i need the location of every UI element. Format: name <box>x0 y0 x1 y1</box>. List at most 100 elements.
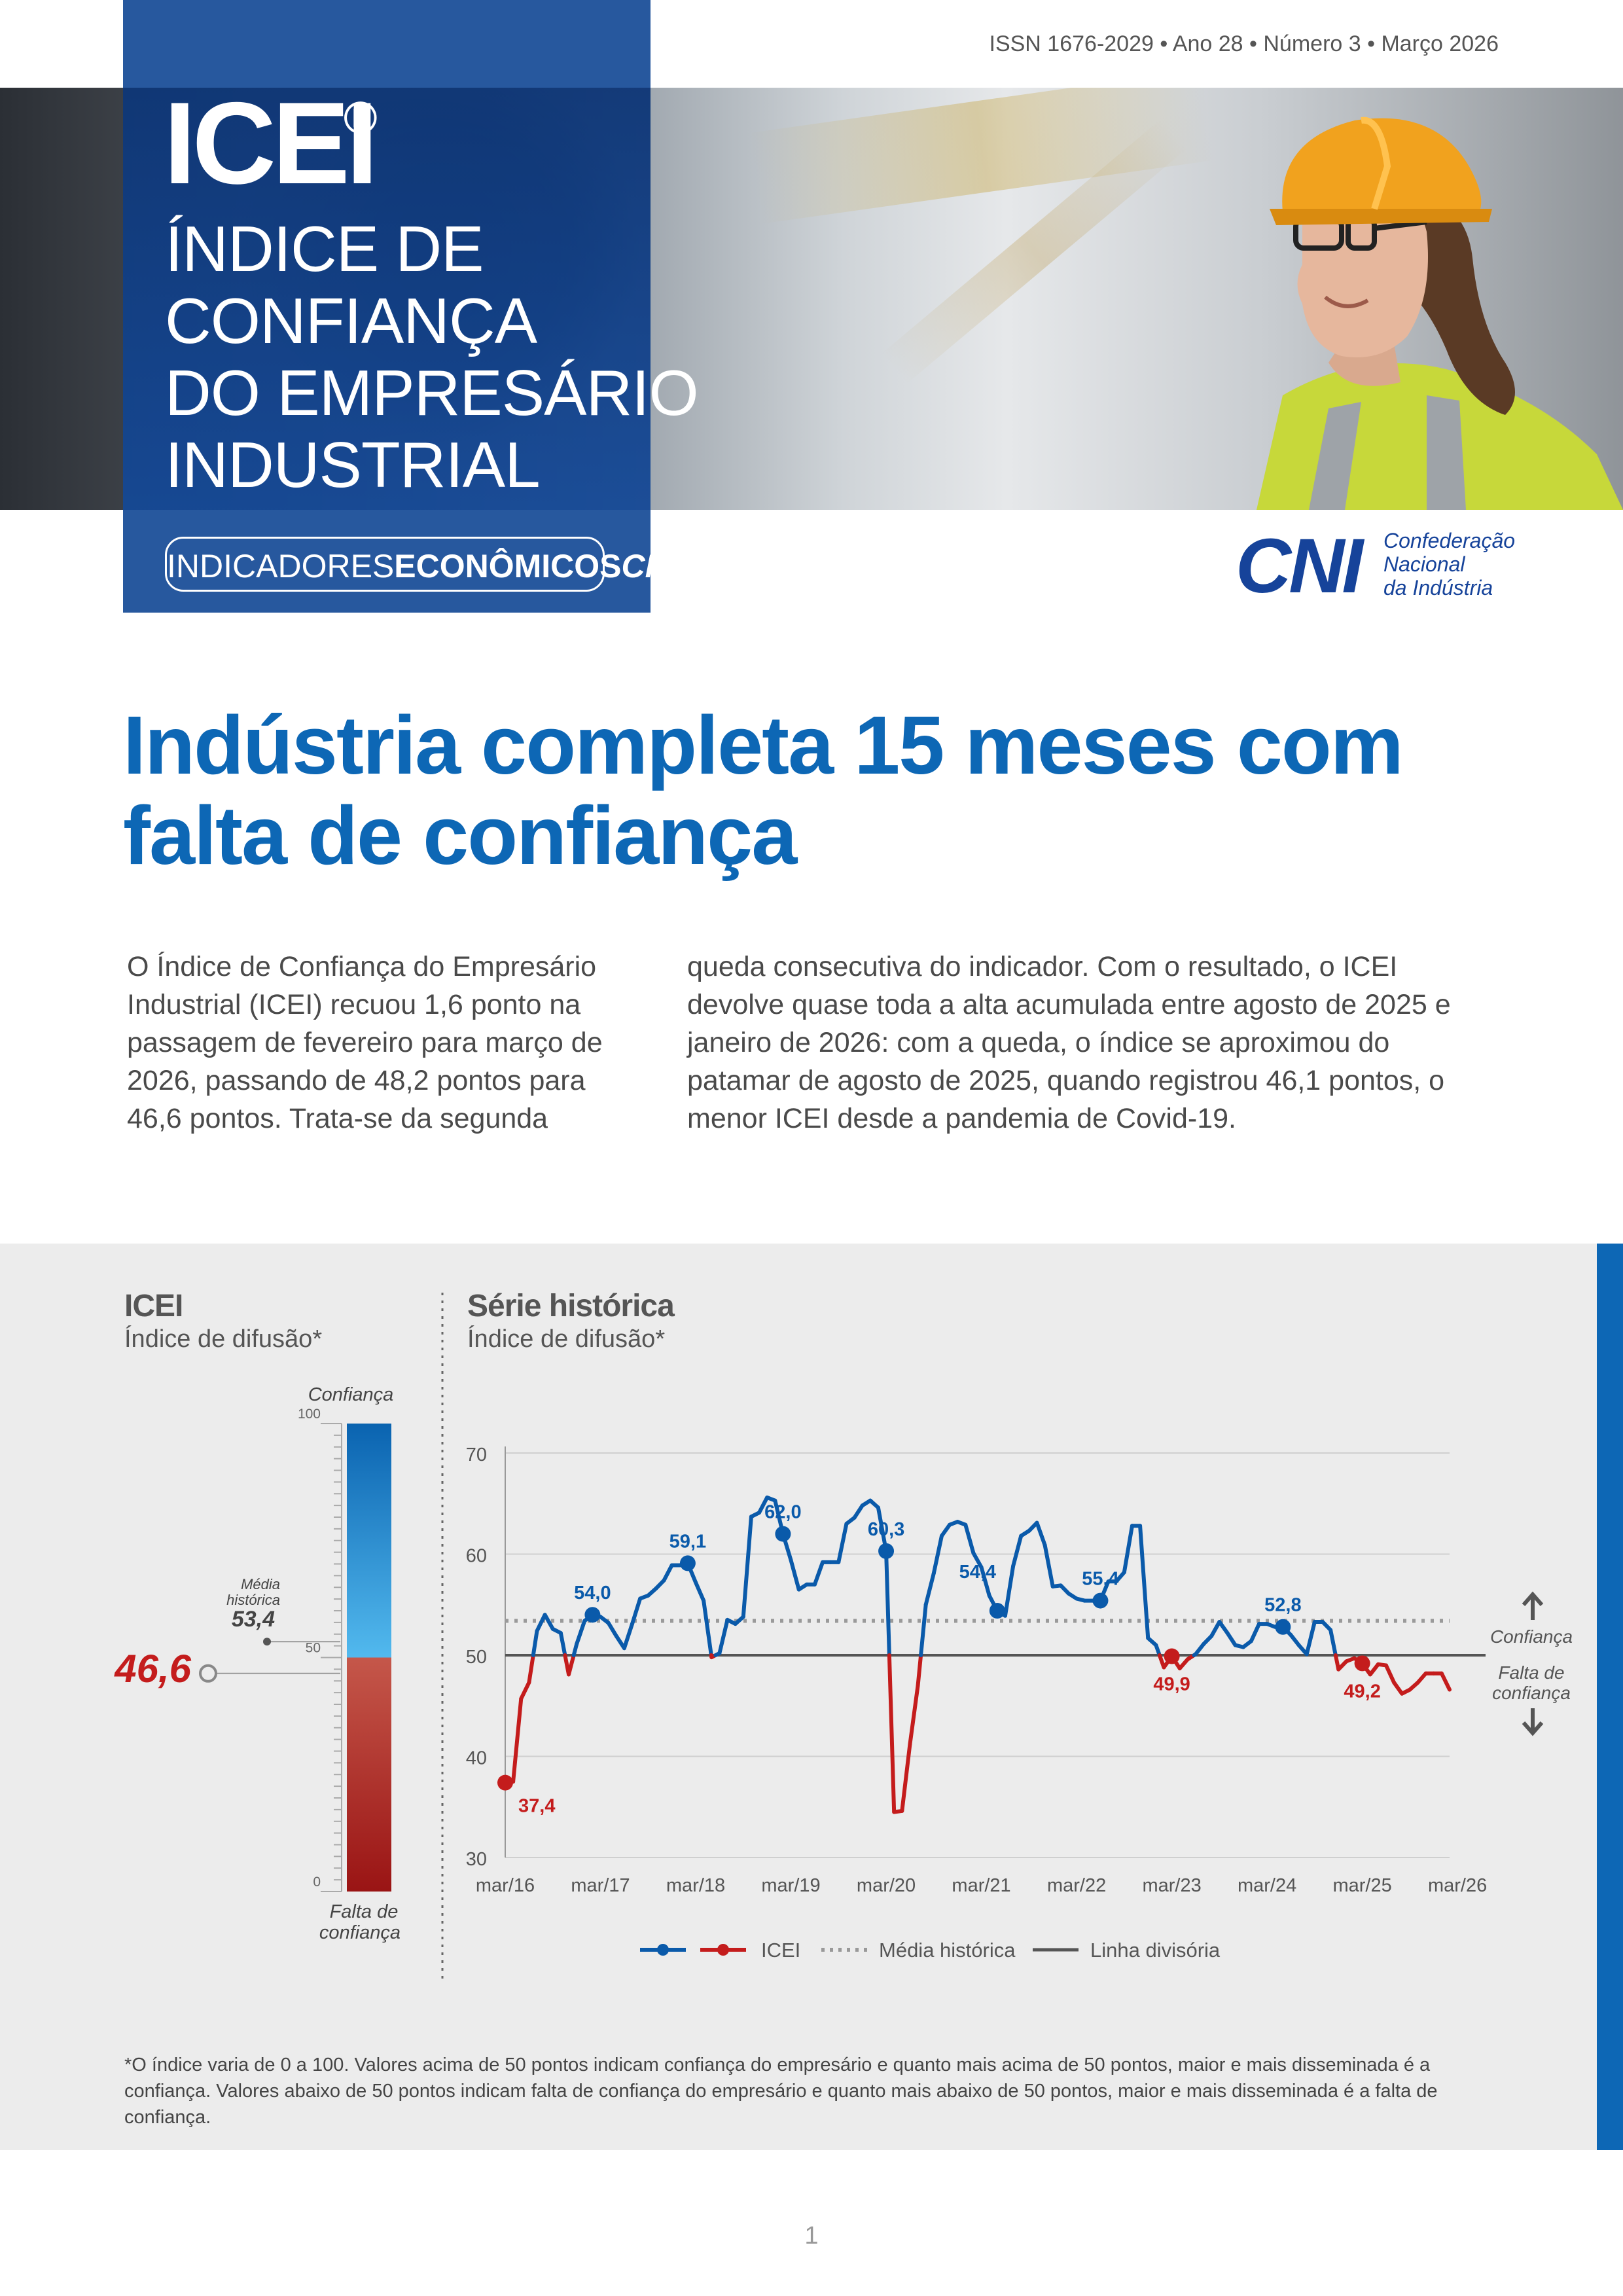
legend-icei-swatch <box>640 1944 746 1956</box>
cni-name-line: Nacional <box>1383 552 1465 576</box>
series-segment <box>916 1653 923 1688</box>
series-part-1: INDICADORES <box>167 548 395 584</box>
y-tick-label: 70 <box>466 1444 487 1465</box>
cni-full-name: Confederação Nacional da Indústria <box>1383 529 1515 600</box>
data-point <box>878 1543 895 1559</box>
series-segment <box>1011 1534 1024 1569</box>
series-segment <box>979 1565 991 1598</box>
avg-label-line: histórica <box>226 1592 280 1608</box>
data-point <box>1354 1655 1370 1672</box>
data-point <box>679 1555 696 1571</box>
series-segment <box>1329 1628 1338 1657</box>
series-segment <box>543 1613 555 1631</box>
series-segment <box>1439 1671 1452 1692</box>
x-tick-label: mar/24 <box>1238 1875 1296 1896</box>
headline: Indústria completa 15 meses com falta de… <box>123 699 1404 882</box>
x-tick-label: mar/22 <box>1047 1875 1106 1896</box>
side-label-no-confidence-line: confiança <box>1492 1683 1571 1703</box>
series-segment <box>887 1653 897 1814</box>
series-segment <box>1035 1520 1047 1547</box>
data-point <box>497 1774 513 1791</box>
gauge-bottom-label-line: Falta de <box>330 1901 399 1922</box>
y-tick-label: 50 <box>466 1647 487 1668</box>
series-segment <box>1333 1653 1341 1672</box>
series-segment <box>931 1534 944 1575</box>
series-segment <box>1122 1524 1134 1575</box>
series-segment <box>900 1742 912 1813</box>
series-segment <box>908 1683 920 1746</box>
series-segment <box>1249 1622 1261 1643</box>
avg-marker-dot <box>263 1638 271 1646</box>
data-label: 49,2 <box>1344 1681 1380 1702</box>
series-segment <box>1003 1564 1016 1618</box>
series-segment <box>1217 1620 1230 1636</box>
series-segment <box>1043 1543 1055 1588</box>
series-segment <box>1177 1657 1190 1671</box>
series-segment <box>1392 1680 1404 1696</box>
series-segment <box>622 1622 635 1651</box>
series-segment <box>1289 1633 1301 1647</box>
series-segment <box>558 1631 567 1657</box>
data-point <box>989 1603 1005 1619</box>
x-tick-label: mar/19 <box>761 1875 820 1896</box>
series-segment <box>852 1503 865 1520</box>
cni-logo: CNI <box>1236 523 1363 609</box>
y-tick-label: 30 <box>466 1849 487 1870</box>
series-segment <box>531 1628 539 1657</box>
series-segment <box>511 1696 524 1784</box>
avg-label-line: Média <box>241 1576 280 1592</box>
series-part-2: ECONÔMICOS <box>394 548 622 584</box>
series-segment <box>963 1522 976 1555</box>
data-label: 37,4 <box>518 1796 555 1817</box>
data-label: 54,0 <box>574 1583 611 1604</box>
series-segment <box>575 1619 587 1647</box>
cni-name-line: Confederação <box>1383 529 1516 552</box>
gauge-upper-bar <box>347 1424 391 1658</box>
data-label: 59,1 <box>669 1531 706 1552</box>
data-label: 60,3 <box>868 1519 904 1540</box>
worker-illustration <box>1230 88 1623 510</box>
cni-name-line: da Indústria <box>1383 576 1493 600</box>
series-segment <box>919 1602 928 1657</box>
gauge-bottom-label-line: confiança <box>319 1922 401 1943</box>
body-paragraph-col2: queda consecutiva do indicador. Com o re… <box>687 951 1451 1134</box>
series-segment <box>812 1560 825 1587</box>
series-segment <box>1209 1620 1222 1638</box>
masthead-subtitle-line-1: ÍNDICE DE <box>165 213 484 285</box>
gauge-tick-label: 50 <box>306 1641 321 1656</box>
side-label-confidence: Confiança <box>1490 1626 1573 1647</box>
avg-value: 53,4 <box>232 1607 275 1632</box>
data-label: 49,9 <box>1153 1674 1190 1695</box>
gauge-title: ICEI <box>124 1289 183 1323</box>
data-label: 54,4 <box>959 1562 996 1583</box>
x-tick-label: mar/18 <box>666 1875 725 1896</box>
chart-panel <box>0 1244 1623 2150</box>
series-segment <box>789 1558 801 1592</box>
series-segment <box>1193 1642 1206 1657</box>
series-segment <box>1225 1631 1238 1647</box>
masthead-subtitle-line-2: CONFIANÇA <box>165 285 537 357</box>
data-label: 55,4 <box>1082 1569 1118 1590</box>
charts-svg: Confiança 100 50 0 Falta de confiança Médi… <box>114 1293 1573 1983</box>
series-segment <box>923 1571 936 1607</box>
legend-average-label: Média histórica <box>879 1939 1016 1962</box>
legend: ICEI Média histórica Linha divisória <box>640 1939 1221 1962</box>
series-segment <box>717 1617 730 1655</box>
gauge-tick-label: 100 <box>298 1407 321 1422</box>
legend-icei-label: ICEI <box>761 1939 800 1962</box>
series-segment <box>567 1653 576 1677</box>
arrow-up-icon <box>1522 1591 1544 1620</box>
series-segment <box>662 1563 674 1583</box>
current-value: 46,6 <box>114 1647 191 1691</box>
series-segment <box>527 1653 535 1685</box>
issn-line: ISSN 1676-2029 • Ano 28 • Número 3 • Mar… <box>989 31 1499 56</box>
series-segment <box>1114 1570 1126 1584</box>
x-tick-label: mar/17 <box>571 1875 630 1896</box>
series-segment <box>971 1551 984 1570</box>
series-segment <box>1138 1524 1150 1640</box>
y-tick-label: 60 <box>466 1546 487 1567</box>
footnote: *O índice varia de 0 a 100. Valores acim… <box>124 2054 1438 2128</box>
chart-title: Série histórica <box>467 1289 675 1323</box>
x-tick-label: mar/21 <box>952 1875 1010 1896</box>
series-segment <box>1368 1662 1380 1677</box>
